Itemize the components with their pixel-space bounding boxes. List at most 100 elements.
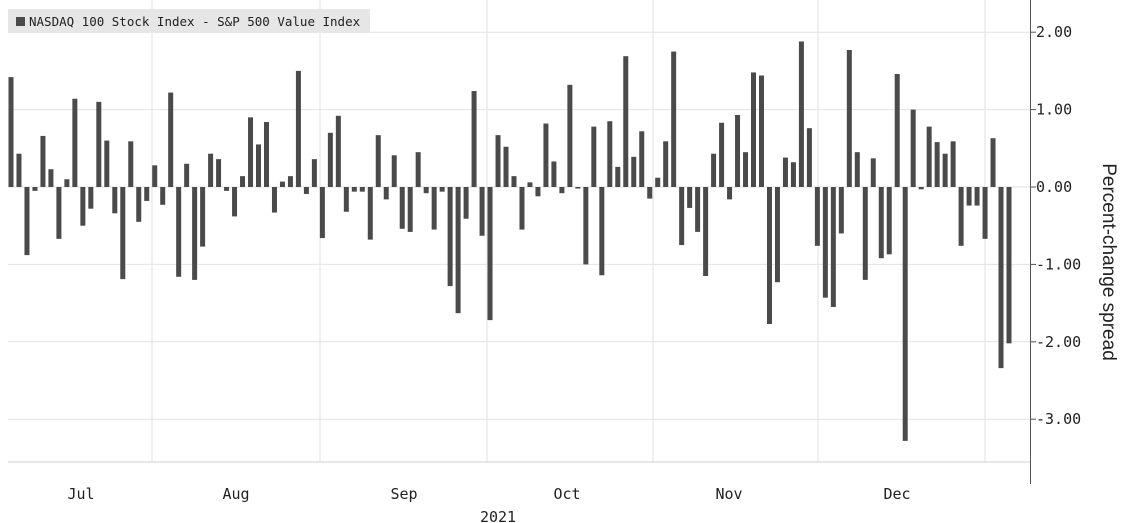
bar [80, 187, 86, 226]
bar [631, 156, 637, 187]
bar [104, 140, 110, 187]
bar [663, 141, 669, 187]
bar [48, 169, 54, 187]
bar [926, 126, 932, 187]
bar [862, 187, 868, 280]
bar [647, 187, 653, 199]
bar [383, 187, 389, 200]
bar [719, 122, 725, 187]
bar [703, 187, 709, 277]
bar [367, 187, 373, 240]
bar [487, 187, 493, 321]
bar [200, 187, 206, 247]
bar [8, 77, 14, 187]
y-tick-label: -1.00 [1036, 255, 1081, 273]
bar [144, 187, 150, 201]
bar [248, 117, 254, 187]
x-tick-label: Aug [222, 485, 249, 503]
bar [88, 187, 94, 209]
bar [120, 187, 126, 280]
bar [782, 157, 788, 187]
bar [519, 187, 525, 230]
bar [351, 187, 357, 192]
bar [216, 159, 222, 187]
bar [774, 187, 780, 283]
bar [918, 187, 924, 190]
bar [359, 187, 365, 192]
bar [607, 121, 613, 187]
bar [407, 187, 413, 232]
bar [168, 92, 174, 187]
bar [56, 187, 62, 239]
bar [495, 135, 501, 187]
bar [271, 187, 277, 213]
bar [814, 187, 820, 246]
bar [894, 74, 900, 187]
bar [535, 187, 541, 197]
bar [854, 152, 860, 187]
bar [136, 187, 142, 222]
bar [160, 187, 166, 205]
bar [208, 153, 214, 187]
bar [511, 176, 517, 187]
y-tick-label: -2.00 [1036, 333, 1081, 351]
bar [343, 187, 349, 212]
y-tick-label: -3.00 [1036, 410, 1081, 428]
bar [551, 161, 557, 187]
bar [838, 187, 844, 234]
bar [687, 187, 693, 208]
bar [192, 187, 198, 280]
bar [232, 187, 238, 217]
y-tick-label: 0.00 [1036, 178, 1072, 196]
bar [759, 75, 764, 187]
bar [934, 142, 940, 187]
bar [806, 128, 812, 187]
bar [327, 132, 333, 187]
bar [559, 187, 565, 194]
bar [958, 187, 964, 246]
bar [40, 135, 46, 187]
bar [1006, 187, 1012, 344]
bar [463, 187, 469, 219]
bar [295, 70, 301, 187]
bar [639, 131, 645, 187]
bar [830, 187, 836, 307]
bar [503, 146, 509, 187]
bar [240, 176, 246, 187]
bar [910, 109, 916, 187]
x-tick-label: Sep [390, 485, 417, 503]
bar [112, 187, 118, 214]
x-tick-label: Jul [67, 485, 94, 503]
bar [415, 152, 421, 187]
bar [439, 187, 445, 192]
bar [982, 187, 988, 239]
bar [279, 181, 285, 187]
x-axis-year-label: 2021 [480, 508, 516, 523]
bar [303, 187, 309, 194]
bar [902, 187, 908, 441]
bar [870, 158, 876, 187]
bar [335, 115, 341, 187]
bar [256, 144, 261, 187]
bar [224, 187, 230, 191]
bar [527, 182, 533, 187]
bar [391, 155, 397, 187]
bar [471, 91, 477, 187]
bar [679, 187, 685, 246]
bar [176, 187, 182, 277]
bar [399, 187, 405, 229]
bar [695, 187, 701, 232]
bar [431, 187, 437, 230]
bar [96, 101, 102, 187]
bar [447, 187, 453, 287]
bar [615, 166, 621, 187]
y-tick-label: 2.00 [1036, 23, 1072, 41]
bar [575, 187, 581, 189]
bar [64, 179, 70, 187]
bar [128, 141, 134, 187]
bar [543, 123, 549, 187]
bar [567, 84, 573, 187]
legend-swatch [16, 16, 25, 26]
